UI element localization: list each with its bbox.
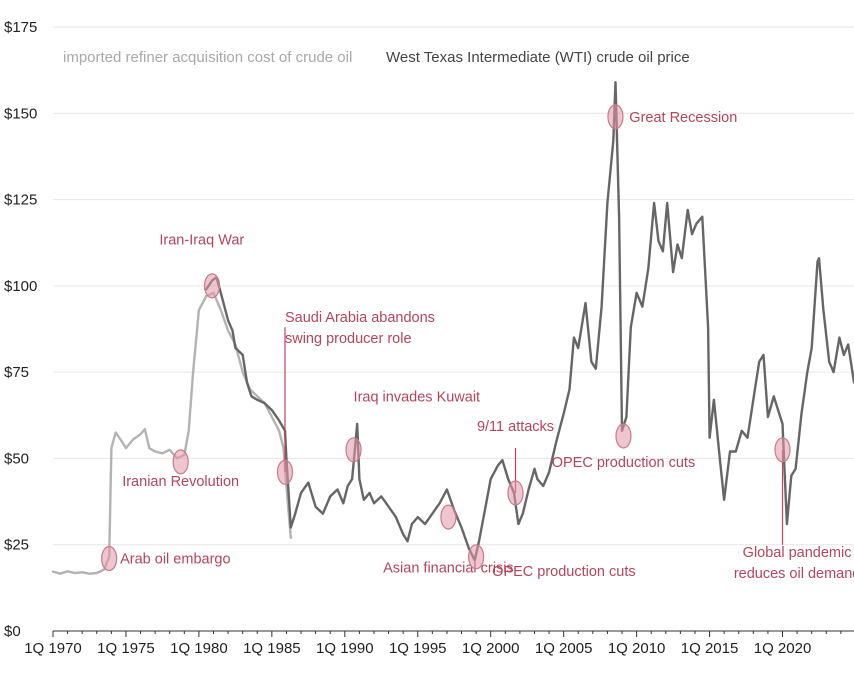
y-tick-label: $25 <box>4 537 29 554</box>
annotation-marker <box>615 423 632 449</box>
x-tick-label: 1Q 1975 <box>97 640 155 657</box>
x-tick-label: 1Q 1995 <box>389 640 447 657</box>
annotation-line: Iranian Revolution <box>122 474 239 490</box>
annotation-line: OPEC production cuts <box>552 455 695 471</box>
annotation-line: Iran-Iraq War <box>159 232 244 248</box>
grid-lines <box>53 26 854 546</box>
annotation-line: 9/11 attacks <box>477 419 554 435</box>
annotation-label: Iran-Iraq War <box>159 232 244 248</box>
annotation-marker <box>345 437 362 463</box>
annotation-marker <box>172 449 189 475</box>
annotation-marker <box>101 545 118 572</box>
y-tick-label: $75 <box>4 364 29 381</box>
y-tick-label: $50 <box>4 450 29 467</box>
annotation-label: Arab oil embargo <box>120 552 230 568</box>
annotation-line: reduces oil demand <box>734 566 854 582</box>
x-tick-label: 1Q 2000 <box>462 640 520 657</box>
series-lines <box>51 81 854 575</box>
x-axis: 1Q 1970 1Q 1975 1Q 1980 1Q 1985 1Q 1990 1Q 19… <box>24 630 854 657</box>
annotation-marker <box>607 104 624 130</box>
x-tick-label: 1Q 1970 <box>24 640 82 657</box>
legend-entry: imported refiner acquisition cost of cru… <box>63 49 352 66</box>
annotation-marker <box>276 459 294 485</box>
y-tick-label: $175 <box>4 19 37 36</box>
annotation-marker <box>440 504 457 530</box>
x-tick-label: 1Q 1990 <box>316 640 374 657</box>
annotation-line: swing producer role <box>285 331 412 347</box>
annotation-marker <box>507 480 524 506</box>
series-line <box>205 81 854 562</box>
y-tick-label: $100 <box>4 278 37 295</box>
legend: imported refiner acquisition cost of cru… <box>63 49 690 66</box>
y-axis: $0 $25 $50 $75 $100 $125 $150 $175 <box>4 19 37 640</box>
annotation-label: OPEC production cuts <box>552 455 695 471</box>
annotation-line: Arab oil embargo <box>120 552 230 568</box>
y-tick-label: $125 <box>4 192 37 209</box>
annotation-line: OPEC production cuts <box>492 564 635 580</box>
legend-entry: West Texas Intermediate (WTI) crude oil … <box>386 49 690 66</box>
annotation-line: Global pandemic <box>743 545 852 561</box>
annotation-line: Great Recession <box>629 110 737 126</box>
annotation-line: Saudi Arabia abandons <box>285 310 435 326</box>
series-line <box>51 291 292 575</box>
y-tick-label: $150 <box>4 105 37 122</box>
x-tick-label: 1Q 1985 <box>243 640 301 657</box>
x-tick-label: 1Q 1980 <box>170 640 228 657</box>
annotation-label: Iraq invades Kuwait <box>354 389 481 405</box>
annotation-label: OPEC production cuts <box>492 564 635 580</box>
event-annotations: Arab oil embargo Iranian Revolution Iran-I… <box>101 104 854 582</box>
x-tick-label: 1Q 2020 <box>754 640 812 657</box>
x-tick-label: 1Q 2015 <box>681 640 739 657</box>
annotation-marker <box>774 437 791 463</box>
y-tick-label: $0 <box>4 623 21 640</box>
annotation-label: 9/11 attacks <box>477 419 554 435</box>
annotation-marker <box>203 273 221 299</box>
annotation-line: Iraq invades Kuwait <box>354 389 481 405</box>
annotation-label: Iranian Revolution <box>122 474 239 490</box>
annotation-marker <box>468 544 485 570</box>
annotation-label: Saudi Arabia abandons swing producer role <box>285 310 435 347</box>
annotation-label: Great Recession <box>629 110 737 126</box>
x-tick-label: 1Q 2010 <box>608 640 666 657</box>
x-tick-label: 1Q 2005 <box>535 640 593 657</box>
annotation-label: Global pandemic reduces oil demand <box>734 545 854 582</box>
